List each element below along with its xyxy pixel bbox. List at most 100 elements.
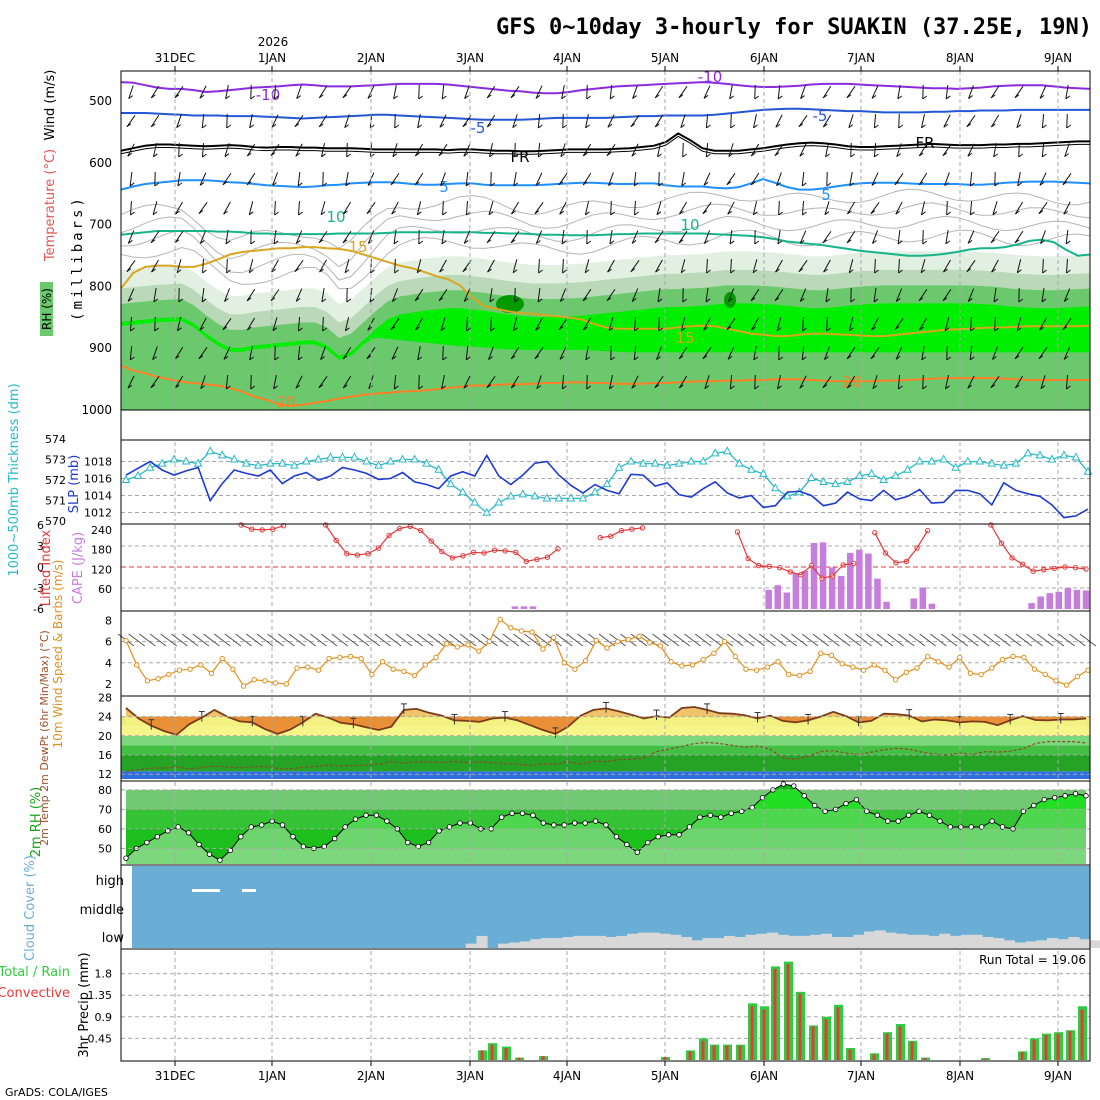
upper-wind-barb (798, 115, 808, 127)
upper-wind-barb (966, 115, 976, 127)
upper-wind-barb (754, 374, 756, 390)
upper-wind-barb (990, 376, 1000, 388)
upper-wind-barb-flag (367, 326, 373, 331)
rh2m-point (1072, 791, 1079, 797)
upper-wind-barb-flag (992, 211, 998, 216)
upper-wind-barb-flag (823, 268, 828, 273)
upper-wind-barb (487, 259, 495, 273)
upper-wind-barb (126, 115, 136, 127)
wind-speed-point (176, 667, 183, 673)
rh-contour-gray-3 (120, 188, 1091, 249)
upper-wind-barb (681, 172, 685, 186)
wind-barb (812, 633, 830, 647)
upper-wind-barb (346, 142, 348, 158)
wind-barb (823, 633, 840, 647)
wind-speed-point (636, 633, 642, 639)
upper-wind-barb-flag (320, 211, 326, 216)
upper-wind-barb-flag (514, 298, 520, 303)
upper-wind-barb (777, 230, 781, 244)
rh2m-point (603, 822, 609, 828)
upper-wind-barb-flag (178, 298, 184, 303)
upper-wind-barb-flag (534, 355, 540, 360)
rh2m-point (937, 818, 943, 824)
upper-wind-barb-flag (1039, 326, 1044, 331)
upper-wind-barb-flag (414, 181, 420, 186)
wind-speed-point (1042, 671, 1048, 678)
rh2m-point (624, 841, 630, 848)
rh2m-point (905, 812, 912, 818)
upper-wind-barb-flag (321, 153, 326, 158)
wind-speed-point (999, 656, 1006, 663)
upper-wind-barb (678, 346, 688, 360)
upper-wind-barb (607, 114, 615, 128)
thickness-point (434, 464, 443, 473)
isotherm--5 (121, 107, 1090, 121)
li-axis-label: Lifted Index (39, 529, 54, 606)
upper-wind-barb (320, 346, 326, 360)
upper-wind-barb (849, 172, 853, 186)
thickness-point (265, 458, 275, 467)
thickness-point (253, 460, 263, 469)
upper-wind-barb (513, 172, 517, 186)
upper-wind-barb (391, 288, 399, 302)
upper-wind-barb-flag (538, 124, 543, 129)
upper-wind-barb-flag (463, 240, 469, 244)
upper-wind-barb-flag (921, 356, 927, 361)
upper-wind-barb-flag (872, 385, 878, 390)
upper-wind-barb (199, 230, 207, 244)
upper-wind-barb (822, 85, 832, 99)
upper-wind-barb-flag (415, 326, 420, 331)
upper-wind-barb (753, 346, 757, 360)
isotherm-10 (120, 230, 1091, 257)
upper-wind-barb-flag (250, 95, 256, 100)
cape-bar (1046, 593, 1053, 609)
upper-wind-barb-flag (1063, 210, 1069, 215)
upper-wind-barb-flag (246, 297, 252, 302)
wind-speed-point (935, 659, 942, 665)
upper-wind-barb (1066, 113, 1068, 129)
thickness-point (987, 458, 997, 467)
precip-convective-bar (848, 1049, 852, 1060)
precip-convective-bar (1044, 1035, 1048, 1060)
wind-barb (288, 633, 306, 647)
wind-speed-point (614, 638, 621, 645)
upper-wind-barb-flag (226, 385, 231, 390)
thickness-ytick-573: 573 (45, 454, 66, 467)
cloud-low-block (465, 943, 477, 948)
upper-wind-barb (1016, 114, 1022, 128)
upper-wind-barb (486, 230, 496, 244)
precip-convective-bar (712, 1045, 716, 1060)
cape-bar (910, 598, 918, 609)
rh2m-point (509, 810, 515, 816)
upper-wind-barb (848, 114, 854, 128)
rh2m-point (780, 781, 787, 787)
upper-wind-barb-flag (582, 181, 588, 186)
upper-wind-barb (510, 201, 520, 215)
upper-wind-barb (200, 375, 206, 389)
upper-wind-barb (150, 114, 160, 128)
wind-barb (673, 633, 691, 647)
upper-wind-barb-flag (585, 211, 590, 216)
upper-wind-barb (706, 258, 708, 274)
precip-convective-bar (1080, 1009, 1084, 1060)
upper-wind-barb-flag (631, 240, 637, 244)
wind-speed-point (572, 666, 578, 672)
upper-wind-barb-flag (942, 152, 948, 157)
contour-label-10: 15 (348, 238, 367, 256)
rh2m-ytick-80: 80 (98, 784, 112, 797)
upper-wind-barb (486, 114, 496, 128)
upper-wind-barb (825, 288, 829, 302)
upper-wind-barb-flag (822, 384, 828, 389)
thickness-point (169, 454, 179, 463)
upper-wind-barb (273, 230, 277, 244)
cape-bar (810, 543, 818, 609)
wind-barb (566, 633, 584, 647)
upper-wind-barb (682, 142, 684, 158)
upper-wind-barb-flag (344, 269, 350, 274)
upper-wind-barb-flag (226, 124, 232, 129)
upper-wind-barb (608, 172, 614, 186)
cloud-low-block (519, 941, 531, 948)
upper-wind-barb-flag (584, 269, 590, 274)
precip-convective-bar (701, 1040, 705, 1060)
upper-wind-barb (510, 346, 520, 360)
